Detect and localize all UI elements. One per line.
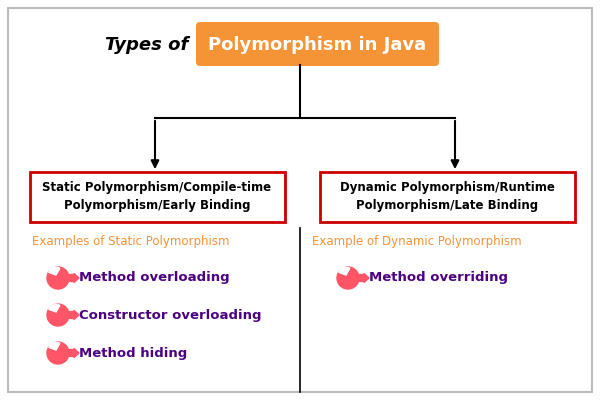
Text: Example of Dynamic Polymorphism: Example of Dynamic Polymorphism	[312, 235, 521, 248]
FancyArrow shape	[360, 274, 369, 282]
FancyBboxPatch shape	[320, 172, 575, 222]
Text: Method overloading: Method overloading	[79, 272, 230, 284]
Wedge shape	[49, 342, 60, 350]
FancyBboxPatch shape	[57, 274, 73, 282]
FancyBboxPatch shape	[30, 172, 285, 222]
Wedge shape	[49, 267, 60, 275]
Text: Dynamic Polymorphism/Runtime
Polymorphism/Late Binding: Dynamic Polymorphism/Runtime Polymorphis…	[340, 182, 554, 212]
Text: Method overriding: Method overriding	[369, 272, 508, 284]
FancyArrow shape	[70, 348, 79, 358]
Text: Static Polymorphism/Compile-time
Polymorphism/Early Binding: Static Polymorphism/Compile-time Polymor…	[43, 182, 272, 212]
Text: Polymorphism in Java: Polymorphism in Java	[208, 36, 426, 54]
Text: Examples of Static Polymorphism: Examples of Static Polymorphism	[32, 235, 229, 248]
Wedge shape	[339, 267, 350, 275]
Text: Types of: Types of	[106, 36, 195, 54]
FancyBboxPatch shape	[347, 274, 363, 282]
Circle shape	[337, 267, 359, 289]
FancyBboxPatch shape	[196, 22, 439, 66]
Circle shape	[47, 342, 69, 364]
Text: Method hiding: Method hiding	[79, 346, 187, 360]
FancyBboxPatch shape	[57, 311, 73, 319]
FancyBboxPatch shape	[8, 8, 592, 392]
FancyBboxPatch shape	[57, 349, 73, 357]
Circle shape	[47, 267, 69, 289]
FancyArrow shape	[70, 274, 79, 282]
Wedge shape	[49, 304, 60, 312]
FancyArrow shape	[70, 310, 79, 320]
Text: Constructor overloading: Constructor overloading	[79, 308, 262, 322]
Circle shape	[47, 304, 69, 326]
